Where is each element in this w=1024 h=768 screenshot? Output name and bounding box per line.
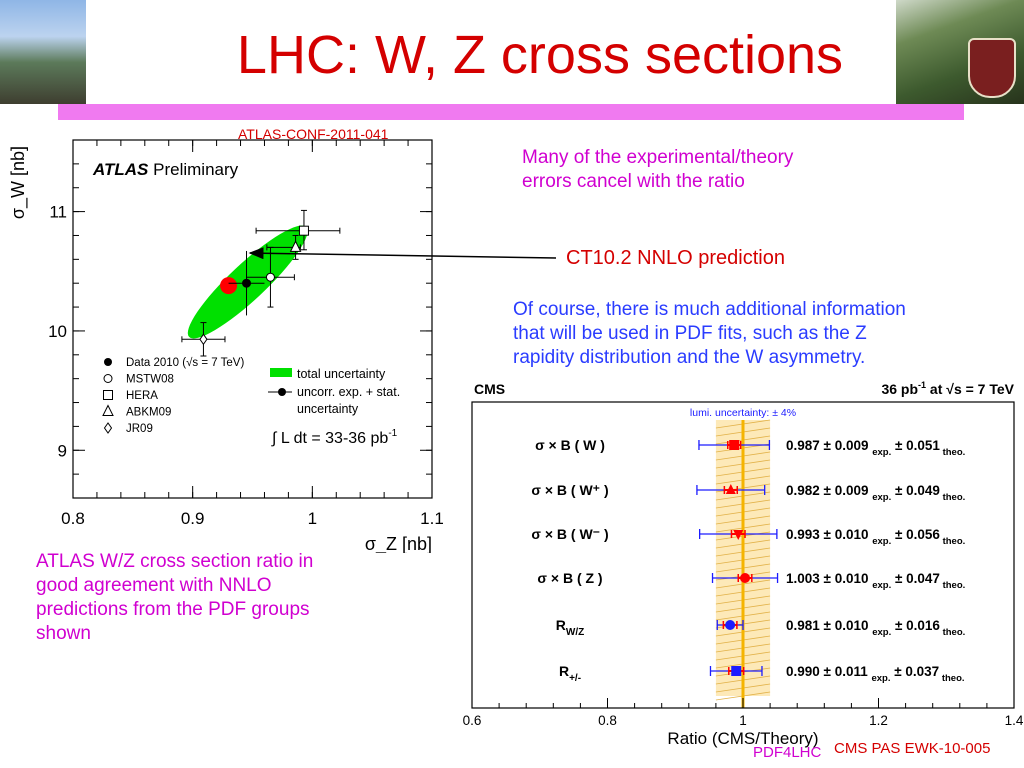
legend-label: uncorr. exp. + stat. bbox=[297, 385, 400, 399]
note-atlas-line: shown bbox=[36, 623, 91, 644]
legend-marker bbox=[103, 390, 113, 400]
lumi-band-label: lumi. uncertainty: ± 4% bbox=[690, 407, 796, 419]
legend-label: HERA bbox=[126, 390, 158, 402]
note-pdf-info: Of course, there is much additional info… bbox=[513, 298, 906, 370]
note-atlas-line: predictions from the PDF groups bbox=[36, 599, 310, 620]
cms-x-tick-label: 1 bbox=[739, 713, 747, 728]
legend-label: MSTW08 bbox=[126, 374, 174, 386]
note-ratio-line: Many of the experimental/theory bbox=[522, 147, 794, 168]
point-ct10-prediction bbox=[220, 277, 238, 295]
cms-point bbox=[729, 440, 740, 450]
point-mstw08 bbox=[265, 272, 275, 282]
x-tick-label: 1 bbox=[308, 509, 317, 528]
cms-row-value: 0.982 ± 0.009 exp. ± 0.049 theo. bbox=[786, 483, 965, 503]
cms-row-label: σ × B ( Z ) bbox=[537, 570, 602, 586]
note-atlas-line: ATLAS W/Z cross section ratio in bbox=[36, 551, 314, 572]
cms-row-value: 0.990 ± 0.011 exp. ± 0.037 theo. bbox=[786, 664, 965, 684]
x-tick-label: 0.8 bbox=[61, 509, 85, 528]
y-tick-label: 11 bbox=[49, 203, 67, 222]
atlas-reference: ATLAS-CONF-2011-041 bbox=[238, 126, 389, 142]
cms-x-tick-label: 0.6 bbox=[463, 713, 482, 728]
legend-label: JR09 bbox=[126, 423, 153, 435]
cms-ratio-chart: CMS 36 pb-1 at √s = 7 TeV lumi. uncertaint… bbox=[463, 380, 1024, 748]
y-axis-label: σ_W [nb] bbox=[8, 146, 29, 219]
cms-row-label: σ × B ( W⁻ ) bbox=[531, 526, 608, 542]
legend-label: Data 2010 (√s = 7 TeV) bbox=[126, 356, 244, 369]
x-tick-label: 1.1 bbox=[420, 509, 444, 528]
note-ratio: Many of the experimental/theory errors c… bbox=[522, 146, 793, 194]
title-underline-bar bbox=[58, 104, 964, 120]
cms-row-label: σ × B ( W⁺ ) bbox=[531, 482, 608, 498]
note-atlas-agreement: ATLAS W/Z cross section ratio in good ag… bbox=[36, 550, 313, 646]
point-abkm09 bbox=[289, 240, 302, 252]
footer-pdf4lhc: PDF4LHC bbox=[753, 744, 822, 761]
x-axis-label: σ_Z [nb] bbox=[365, 534, 432, 553]
footer-cms-ref: CMS PAS EWK-10-005 bbox=[834, 740, 991, 757]
cms-point bbox=[725, 620, 736, 630]
cms-lumi-label: 36 pb-1 at √s = 7 TeV bbox=[881, 380, 1014, 397]
legend-label: uncertainty bbox=[297, 402, 359, 416]
cms-row-value: 0.993 ± 0.010 exp. ± 0.056 theo. bbox=[786, 527, 965, 547]
note-pdf-line: Of course, there is much additional info… bbox=[513, 299, 906, 320]
legend-marker bbox=[104, 358, 112, 366]
x-tick-label: 0.9 bbox=[181, 509, 205, 528]
cms-point bbox=[731, 666, 742, 676]
cms-point bbox=[725, 484, 736, 494]
note-ratio-line: errors cancel with the ratio bbox=[522, 171, 745, 192]
plot-frame bbox=[72, 139, 433, 499]
cms-row-value: 0.987 ± 0.009 exp. ± 0.051 theo. bbox=[786, 438, 965, 458]
cms-point bbox=[733, 530, 744, 540]
legend-label: ABKM09 bbox=[126, 407, 171, 419]
point-data-2010 bbox=[242, 278, 252, 288]
note-ct10: CT10.2 NNLO prediction bbox=[566, 247, 785, 269]
university-crest-icon bbox=[968, 38, 1016, 98]
slide-title: LHC: W, Z cross sections bbox=[236, 25, 844, 85]
legend-marker bbox=[103, 422, 113, 434]
statue-photo bbox=[0, 0, 86, 104]
cms-label: CMS bbox=[474, 381, 505, 397]
cms-x-tick-label: 0.8 bbox=[598, 713, 617, 728]
cms-row-value: 0.981 ± 0.010 exp. ± 0.016 theo. bbox=[786, 618, 965, 638]
note-pdf-line: rapidity distribution and the W asymmetr… bbox=[513, 347, 866, 368]
note-atlas-line: good agreement with NNLO bbox=[36, 575, 272, 596]
cms-x-tick-label: 1.4 bbox=[1005, 713, 1024, 728]
legend-marker bbox=[103, 374, 113, 383]
legend-marker bbox=[102, 404, 114, 416]
legend-ellipse-swatch bbox=[270, 368, 292, 377]
cms-row-label: RW/Z bbox=[556, 617, 584, 638]
point-hera bbox=[298, 225, 309, 236]
cms-row-label: σ × B ( W ) bbox=[535, 437, 605, 453]
plot-title: ATLAS Preliminary bbox=[92, 160, 239, 179]
y-tick-label: 9 bbox=[58, 441, 67, 460]
point-jr09 bbox=[199, 333, 208, 346]
legend-marker bbox=[278, 388, 286, 396]
cms-row-value: 1.003 ± 0.010 exp. ± 0.047 theo. bbox=[786, 571, 965, 591]
note-pdf-line: that will be used in PDF fits, such as t… bbox=[513, 323, 867, 344]
cms-row-label: R+/- bbox=[559, 663, 581, 684]
cms-point bbox=[740, 573, 751, 583]
legend-label: total uncertainty bbox=[297, 367, 386, 381]
atlas-cross-section-chart: 0.8 0.9 1 1.1 9 10 11 σ_Z [nb] σ_W [nb] ATLAS Pre… bbox=[8, 139, 444, 553]
cms-x-axis-label: Ratio (CMS/Theory) bbox=[667, 729, 818, 748]
y-tick-label: 10 bbox=[48, 322, 67, 341]
lumi-label: ∫ L dt = 33-36 pb-1 bbox=[271, 428, 398, 447]
cms-x-tick-label: 1.2 bbox=[869, 713, 888, 728]
